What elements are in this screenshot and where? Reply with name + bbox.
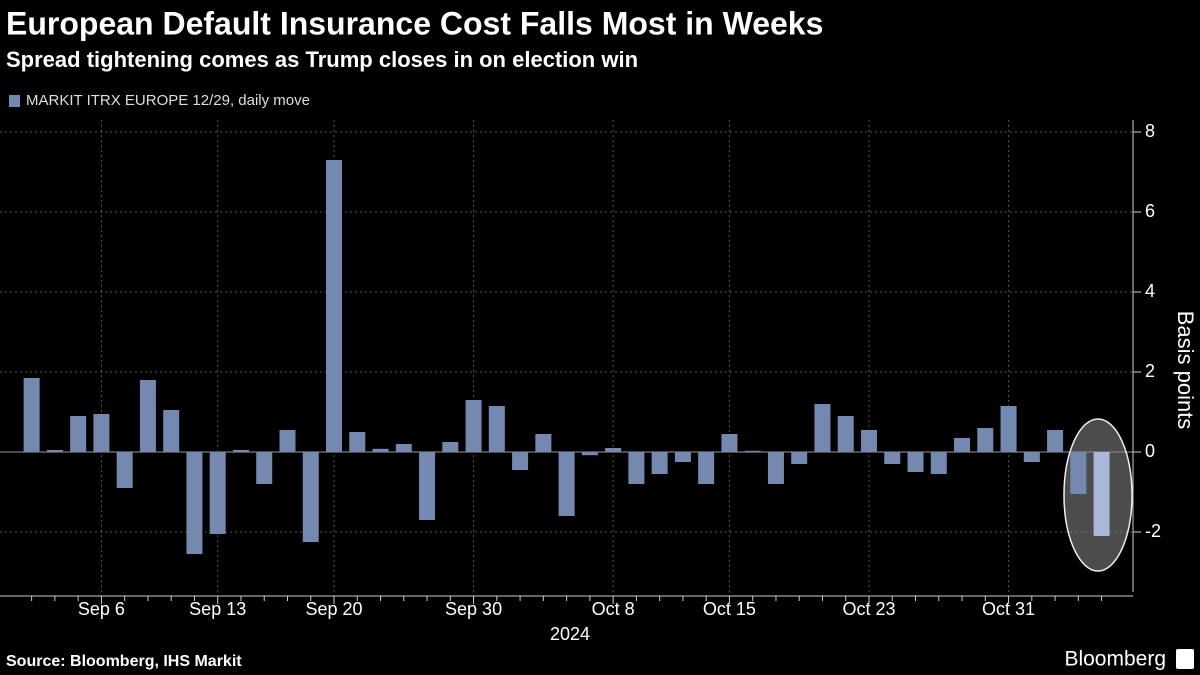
legend-label: MARKIT ITRX EUROPE 12/29, daily move <box>26 92 310 109</box>
x-tick-label: Oct 31 <box>982 599 1035 619</box>
bar <box>558 452 575 516</box>
bar <box>23 378 40 452</box>
bar <box>209 452 226 534</box>
bar <box>721 434 738 452</box>
bar <box>767 452 784 484</box>
bar <box>279 430 296 452</box>
x-tick-label: Oct 15 <box>703 599 756 619</box>
x-tick-label: Sep 6 <box>78 599 125 619</box>
bar <box>837 416 854 452</box>
y-tick-label: 4 <box>1145 281 1155 301</box>
bar <box>70 416 87 452</box>
bar <box>302 452 319 542</box>
bar <box>512 452 529 470</box>
bar <box>977 428 994 452</box>
bar <box>116 452 133 488</box>
bar <box>232 450 249 452</box>
bar <box>535 434 552 452</box>
bar <box>1070 452 1087 494</box>
chart-subtitle: Spread tightening comes as Trump closes … <box>6 47 638 72</box>
bar <box>628 452 645 484</box>
brand: Bloomberg <box>1064 648 1166 671</box>
bar <box>326 160 343 452</box>
bar <box>349 432 366 452</box>
bar <box>419 452 436 520</box>
bar <box>907 452 924 472</box>
x-tick-label: Oct 8 <box>592 599 635 619</box>
bar <box>442 442 459 452</box>
x-tick-label: Sep 13 <box>189 599 246 619</box>
bar <box>163 410 180 452</box>
bar <box>791 452 808 464</box>
bar <box>744 450 761 452</box>
bar <box>581 452 598 456</box>
bar <box>930 452 947 474</box>
bar <box>651 452 668 474</box>
brand-icon <box>1176 649 1194 669</box>
bar <box>954 438 971 452</box>
bar <box>1093 452 1110 536</box>
y-tick-label: 6 <box>1145 201 1155 221</box>
x-axis-label: 2024 <box>550 624 590 644</box>
bar <box>814 404 831 452</box>
y-tick-label: 8 <box>1145 121 1155 141</box>
bar <box>372 448 389 452</box>
chart-title: European Default Insurance Cost Falls Mo… <box>6 5 823 41</box>
y-tick-label: 0 <box>1145 441 1155 461</box>
legend-swatch <box>9 95 20 107</box>
y-tick-label: -2 <box>1145 521 1161 541</box>
x-tick-label: Oct 23 <box>842 599 895 619</box>
bar <box>256 452 273 484</box>
bar <box>93 414 110 452</box>
bar <box>884 452 901 464</box>
bar <box>465 400 482 452</box>
source: Source: Bloomberg, IHS Markit <box>6 653 242 670</box>
bar <box>860 430 877 452</box>
x-tick-label: Sep 20 <box>305 599 362 619</box>
bar <box>186 452 203 554</box>
bar <box>1000 406 1017 452</box>
y-tick-label: 2 <box>1145 361 1155 381</box>
bar <box>1047 430 1064 452</box>
bar <box>395 444 412 452</box>
bar <box>488 406 505 452</box>
bar <box>698 452 715 484</box>
x-tick-label: Sep 30 <box>445 599 502 619</box>
bar <box>139 380 156 452</box>
bar <box>605 448 622 452</box>
y-axis-label: Basis points <box>1173 311 1198 430</box>
bar <box>674 452 691 462</box>
bar <box>46 450 63 452</box>
bar <box>1023 452 1040 462</box>
